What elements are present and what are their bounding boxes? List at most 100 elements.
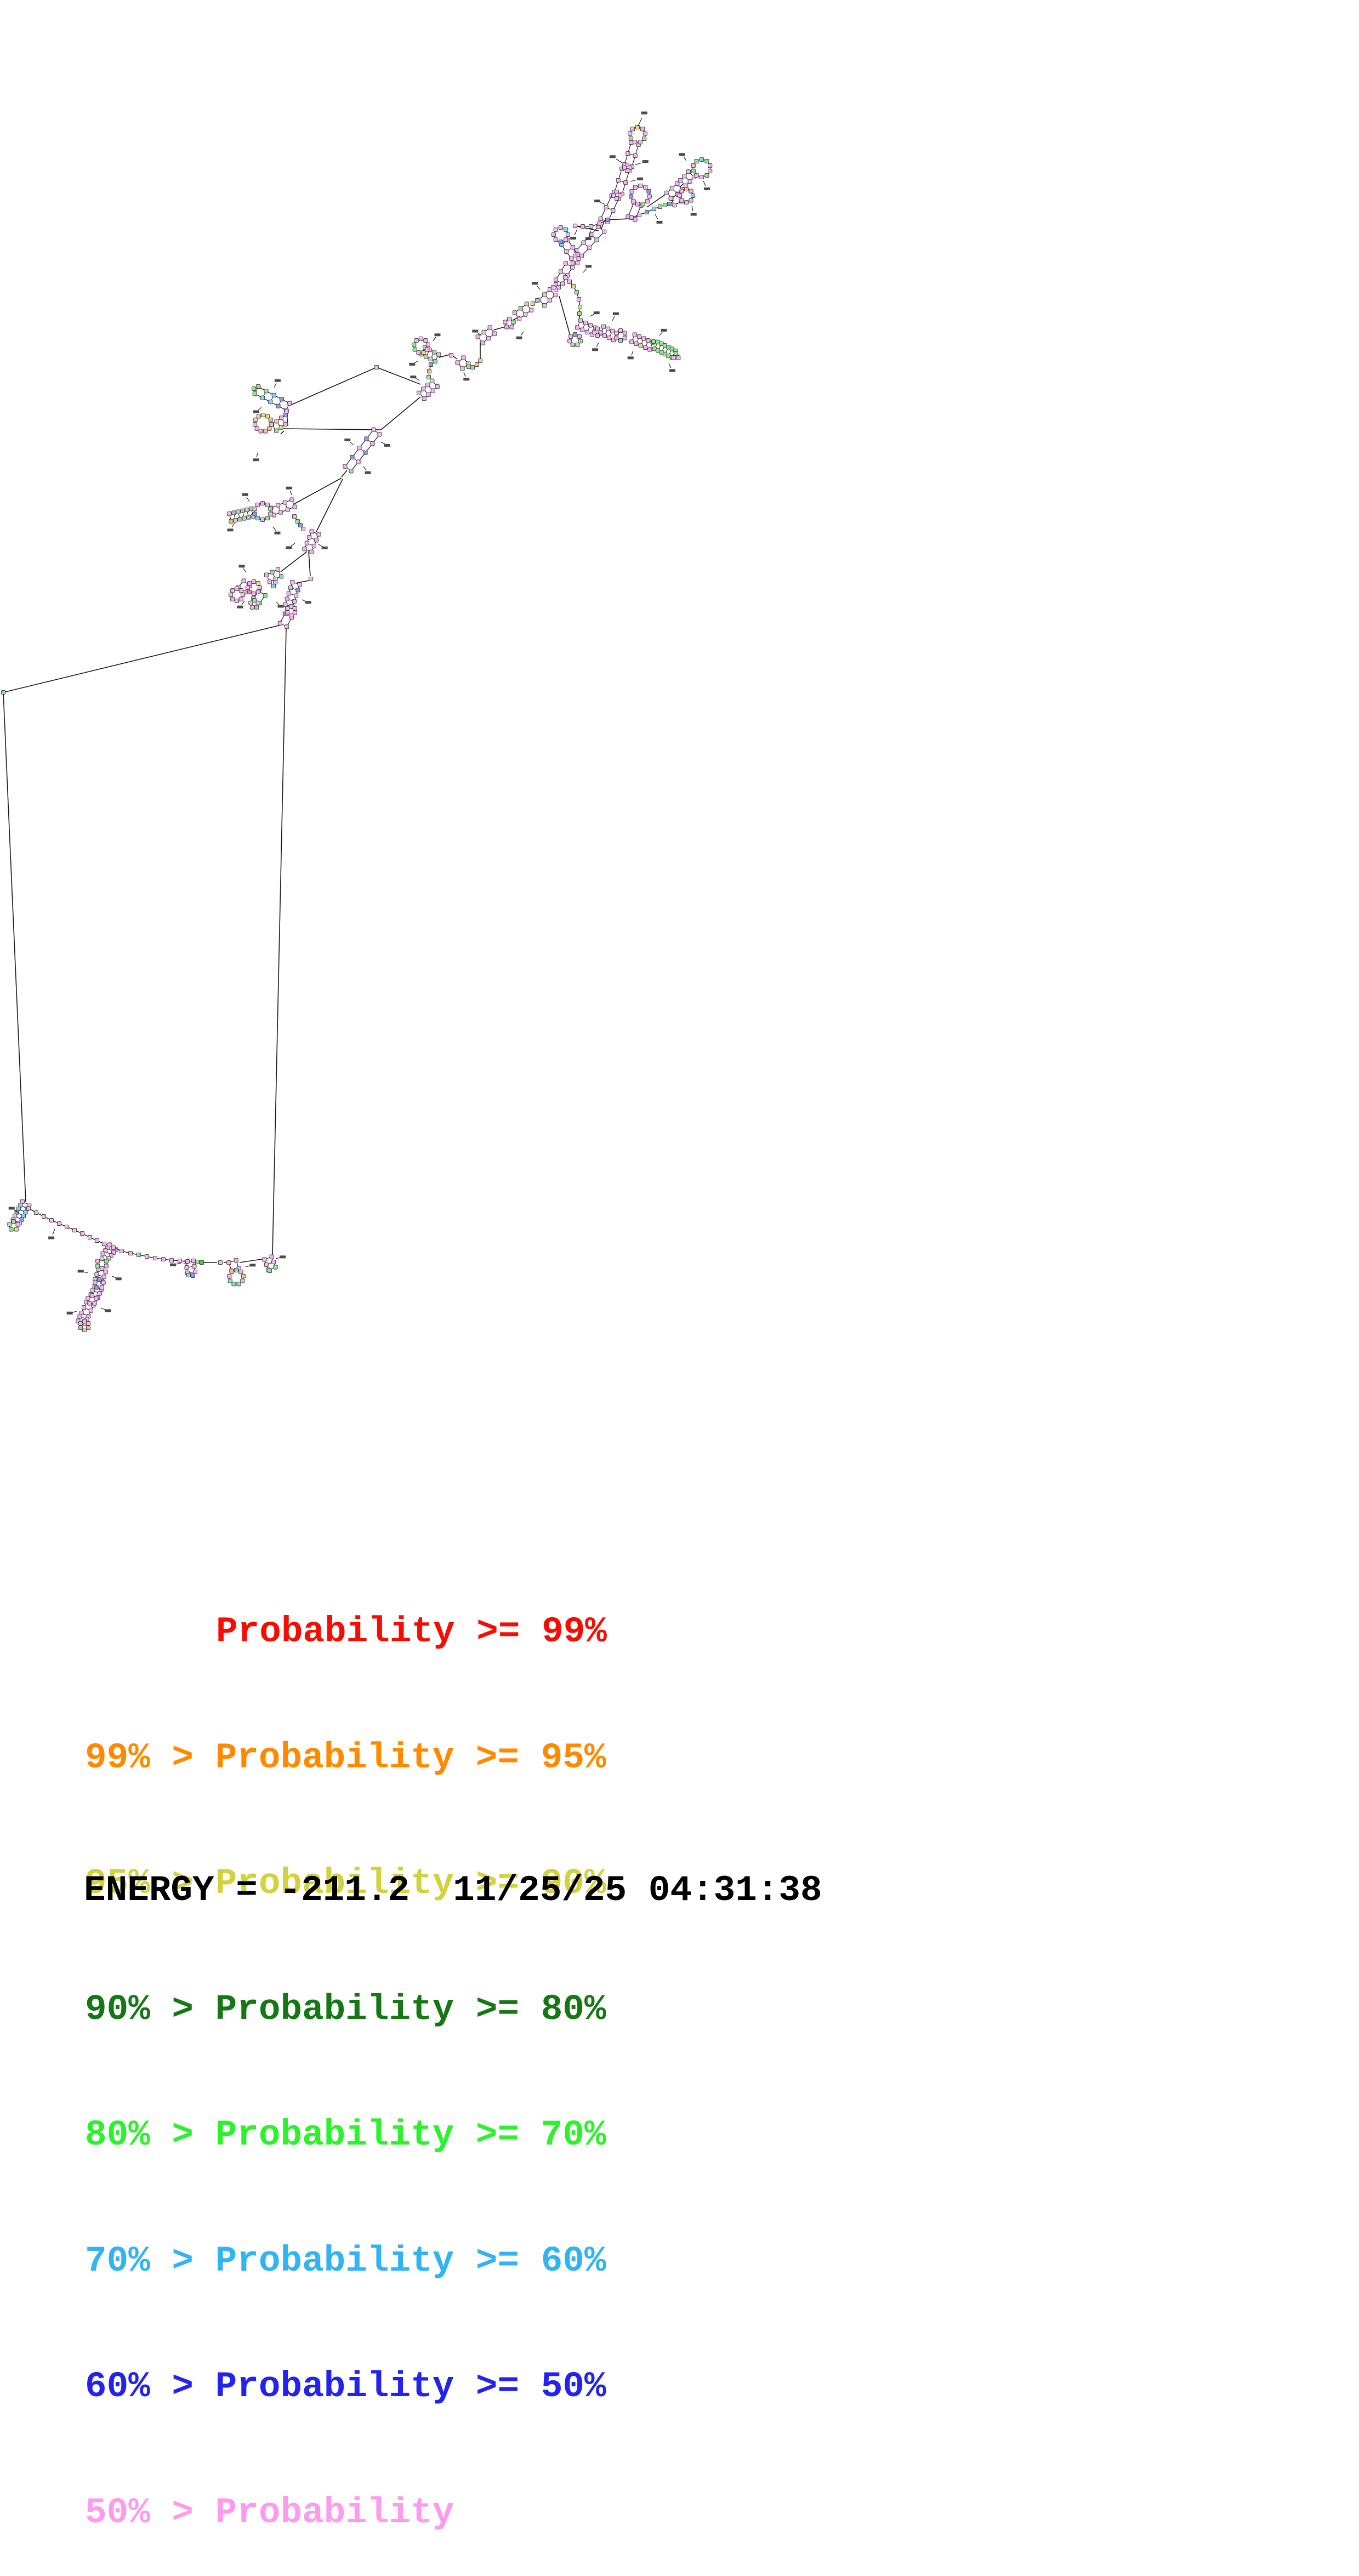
nucleotide xyxy=(433,359,437,364)
nucleotide xyxy=(628,131,633,136)
nucleotide xyxy=(651,339,656,344)
tick-line xyxy=(668,363,672,368)
nucleotide xyxy=(584,329,590,335)
connector-line xyxy=(272,628,287,1256)
nucleotide xyxy=(19,1217,24,1222)
nucleotide xyxy=(611,208,616,213)
nucleotide xyxy=(268,511,273,516)
nucleotide xyxy=(595,333,600,338)
nucleotide xyxy=(228,1278,232,1283)
tick-label-mark xyxy=(472,329,479,333)
nucleotide xyxy=(633,140,638,145)
tick-line xyxy=(272,526,276,531)
nucleotide xyxy=(234,1267,239,1273)
nucleotide xyxy=(547,298,552,303)
nucleotide xyxy=(542,303,547,308)
nucleotide xyxy=(254,426,259,431)
connector-line xyxy=(308,551,311,577)
nucleotide xyxy=(553,277,559,282)
nucleotide xyxy=(643,185,648,190)
nucleotide xyxy=(41,1214,47,1219)
nucleotide xyxy=(601,324,606,329)
connector-line xyxy=(283,428,382,430)
nucleotide xyxy=(191,1258,196,1264)
nucleotide xyxy=(676,355,681,360)
tick-line xyxy=(258,407,262,411)
nucleotide xyxy=(580,224,585,229)
tick-line xyxy=(630,179,637,182)
nucleotide xyxy=(569,256,574,261)
nucleotide xyxy=(708,168,713,173)
nucleotide xyxy=(87,1235,93,1240)
nucleotide xyxy=(570,342,575,348)
legend-row: 80% > Probability >= 70% xyxy=(85,2114,607,2157)
nucleotide xyxy=(430,388,435,393)
nucleotide xyxy=(662,202,668,208)
nucleotide xyxy=(195,1259,200,1265)
nucleotide xyxy=(23,1210,28,1215)
nucleotide xyxy=(288,585,293,590)
nucleotide xyxy=(264,1262,269,1267)
nucleotide xyxy=(492,331,497,336)
nucleotide xyxy=(309,529,314,534)
nucleotide xyxy=(560,281,565,286)
nucleotide xyxy=(614,335,619,340)
nucleotide xyxy=(412,347,417,352)
nucleotide xyxy=(236,509,241,514)
tick-line xyxy=(52,1229,55,1235)
nucleotide xyxy=(292,514,297,519)
nucleotide xyxy=(679,189,684,194)
connector-line xyxy=(239,1258,266,1263)
nucleotide xyxy=(311,543,316,549)
nucleotide xyxy=(283,602,288,607)
nucleotide xyxy=(15,1222,20,1227)
nucleotide xyxy=(634,341,639,346)
nucleotide xyxy=(192,1264,197,1269)
nucleotide xyxy=(579,327,585,332)
tick-line xyxy=(477,332,482,336)
nucleotide xyxy=(256,414,261,419)
tick-line xyxy=(245,1265,251,1267)
nucleotide xyxy=(251,579,257,584)
connector-line xyxy=(316,479,343,532)
energy-text: ENERGY = -211.2 11/25/25 04:31:38 xyxy=(84,1870,822,1911)
nucleotide xyxy=(11,1219,16,1224)
nucleotide xyxy=(424,354,429,359)
nucleotide xyxy=(667,201,672,207)
nucleotide xyxy=(86,1325,90,1330)
nucleotide xyxy=(277,621,282,625)
nucleotide xyxy=(264,572,269,577)
probability-legend: Probability >= 99% 99% > Probability >= … xyxy=(85,1527,607,2576)
nucleotide xyxy=(461,355,466,360)
nucleotide xyxy=(374,365,379,370)
nucleotide xyxy=(504,325,509,329)
nucleotide xyxy=(610,328,615,333)
connector-line xyxy=(3,692,26,1203)
nucleotide xyxy=(292,606,297,611)
nucleotide xyxy=(95,1259,100,1264)
nucleotide xyxy=(618,338,623,343)
nucleotide xyxy=(309,549,314,554)
nucleotide xyxy=(278,425,283,430)
tick-label-mark xyxy=(585,265,592,268)
nucleotide xyxy=(94,1285,99,1290)
tick-line xyxy=(638,117,642,127)
nucleotide xyxy=(481,329,486,335)
connector-line xyxy=(559,295,571,336)
nucleotide xyxy=(161,1256,166,1262)
nucleotide xyxy=(565,232,571,237)
nucleotide xyxy=(421,350,426,355)
nucleotide xyxy=(618,328,623,333)
tick-label-mark xyxy=(612,312,619,315)
tick-line xyxy=(600,202,606,205)
nucleotide xyxy=(631,199,636,204)
nucleotide xyxy=(507,316,512,322)
nucleotide xyxy=(421,386,426,391)
tick-line xyxy=(241,600,245,605)
tick-label-mark xyxy=(344,438,351,441)
connector-line xyxy=(294,477,342,504)
nucleotide xyxy=(267,579,272,584)
tick-line xyxy=(415,378,420,381)
tick-label-mark xyxy=(66,1311,73,1315)
nucleotide xyxy=(635,202,640,207)
